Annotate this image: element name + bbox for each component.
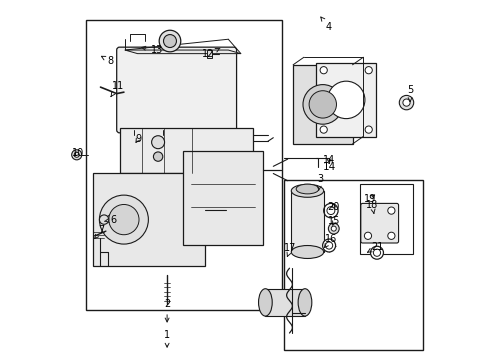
Polygon shape <box>125 50 241 54</box>
Text: 5: 5 <box>406 85 412 102</box>
Circle shape <box>303 85 342 124</box>
Circle shape <box>308 91 336 118</box>
Text: 13: 13 <box>142 45 163 55</box>
Bar <box>183 151 262 245</box>
Circle shape <box>402 99 409 106</box>
Text: 4: 4 <box>320 17 331 32</box>
Text: 16: 16 <box>324 234 336 248</box>
Text: 8: 8 <box>101 56 113 66</box>
Ellipse shape <box>298 289 311 316</box>
Circle shape <box>327 81 364 119</box>
Text: 14: 14 <box>322 162 335 172</box>
Circle shape <box>320 126 326 133</box>
Text: 11: 11 <box>111 81 123 96</box>
Circle shape <box>151 136 164 149</box>
Text: 19: 19 <box>363 194 375 204</box>
Ellipse shape <box>296 184 318 194</box>
Circle shape <box>99 195 148 244</box>
Bar <box>292 65 352 144</box>
Text: 12: 12 <box>202 48 220 59</box>
Circle shape <box>72 150 81 160</box>
Circle shape <box>322 239 335 252</box>
Bar <box>206 50 211 58</box>
Text: 18: 18 <box>366 200 378 213</box>
Circle shape <box>159 30 181 52</box>
Circle shape <box>370 246 383 259</box>
Circle shape <box>99 215 108 224</box>
Circle shape <box>320 67 326 74</box>
Circle shape <box>325 242 332 249</box>
Circle shape <box>108 204 139 235</box>
Circle shape <box>364 232 371 239</box>
Ellipse shape <box>291 184 323 197</box>
Text: 3: 3 <box>316 174 323 190</box>
Circle shape <box>373 249 380 256</box>
Circle shape <box>399 95 413 110</box>
Bar <box>265 289 305 316</box>
Text: 20: 20 <box>327 202 339 212</box>
Bar <box>283 180 422 350</box>
Bar <box>316 63 375 137</box>
Bar <box>86 20 281 310</box>
Circle shape <box>328 223 339 234</box>
Text: 10: 10 <box>72 148 84 158</box>
Circle shape <box>153 152 163 161</box>
Text: 9: 9 <box>135 134 141 144</box>
Circle shape <box>163 35 176 48</box>
Text: 15: 15 <box>327 216 340 226</box>
Bar <box>93 173 204 266</box>
Text: 6: 6 <box>104 215 116 225</box>
Circle shape <box>387 232 394 239</box>
Circle shape <box>387 207 394 214</box>
Circle shape <box>74 152 79 157</box>
Ellipse shape <box>291 246 323 258</box>
Text: 14: 14 <box>322 155 335 165</box>
Text: 2: 2 <box>163 299 170 322</box>
Circle shape <box>330 226 336 231</box>
Ellipse shape <box>258 289 272 316</box>
Bar <box>291 191 323 252</box>
Text: 21: 21 <box>367 242 383 252</box>
FancyBboxPatch shape <box>360 203 398 243</box>
Bar <box>120 128 253 173</box>
FancyBboxPatch shape <box>117 47 236 133</box>
Text: 17: 17 <box>284 243 296 257</box>
Circle shape <box>365 126 371 133</box>
Bar <box>359 184 412 254</box>
Text: 7: 7 <box>95 225 104 239</box>
Circle shape <box>365 67 371 74</box>
Text: 1: 1 <box>163 330 170 347</box>
